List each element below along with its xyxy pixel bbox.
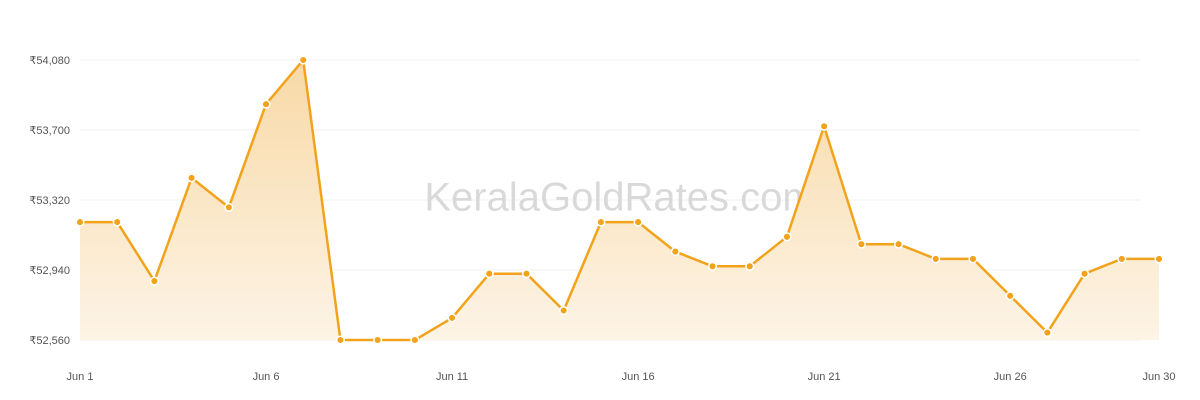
data-point[interactable] <box>819 121 829 131</box>
data-point[interactable] <box>149 276 159 286</box>
data-point[interactable] <box>112 217 122 227</box>
data-point[interactable] <box>633 217 643 227</box>
series-area <box>80 60 1159 340</box>
data-point[interactable] <box>968 254 978 264</box>
data-point[interactable] <box>1117 254 1127 264</box>
x-tick-label: Jun 1 <box>67 371 94 383</box>
watermark: KeralaGoldRates.com <box>424 176 815 220</box>
data-point[interactable] <box>596 217 606 227</box>
data-point[interactable] <box>1005 291 1015 301</box>
x-tick-label: Jun 21 <box>808 371 841 383</box>
x-tick-label: Jun 6 <box>253 371 280 383</box>
data-point[interactable] <box>782 232 792 242</box>
data-point[interactable] <box>707 261 718 271</box>
x-tick-label: Jun 26 <box>994 371 1027 383</box>
data-point[interactable] <box>1042 328 1052 338</box>
data-point[interactable] <box>894 239 904 249</box>
y-tick-label: ₹54,080 <box>29 55 70 67</box>
x-tick-label: Jun 30 <box>1142 371 1175 383</box>
y-tick-label: ₹52,940 <box>29 265 70 277</box>
data-point[interactable] <box>224 202 234 212</box>
data-point[interactable] <box>1080 269 1090 279</box>
point-layer <box>75 55 1164 345</box>
data-point[interactable] <box>745 261 755 271</box>
data-point[interactable] <box>373 335 383 345</box>
line-layer <box>78 58 1161 342</box>
y-tick-label: ₹52,560 <box>29 335 70 347</box>
x-axis: Jun 1 Jun 6 Jun 11 Jun 16 Jun 21 Jun 26 Jun 30 <box>67 371 1176 383</box>
data-point[interactable] <box>447 313 457 323</box>
data-point[interactable] <box>856 239 866 249</box>
x-tick-label: Jun 11 <box>436 371 468 383</box>
y-tick-label: ₹53,320 <box>29 195 70 207</box>
data-point[interactable] <box>521 269 532 279</box>
data-point[interactable] <box>298 55 308 65</box>
data-point[interactable] <box>335 335 345 345</box>
data-point[interactable] <box>1154 254 1164 264</box>
x-tick-label: Jun 16 <box>622 371 655 383</box>
data-point[interactable] <box>410 335 420 345</box>
data-point[interactable] <box>187 173 197 183</box>
data-point[interactable] <box>559 305 569 316</box>
data-point[interactable] <box>931 254 941 264</box>
y-axis: ₹52,560 ₹52,940 ₹53,320 ₹53,700 ₹54,080 <box>29 55 70 347</box>
data-point[interactable] <box>261 99 271 109</box>
data-point[interactable] <box>670 247 680 257</box>
area-layer <box>80 60 1159 340</box>
y-tick-label: ₹53,700 <box>29 125 70 137</box>
series-line <box>78 58 1161 342</box>
data-point[interactable] <box>75 217 85 227</box>
data-point[interactable] <box>484 269 494 279</box>
